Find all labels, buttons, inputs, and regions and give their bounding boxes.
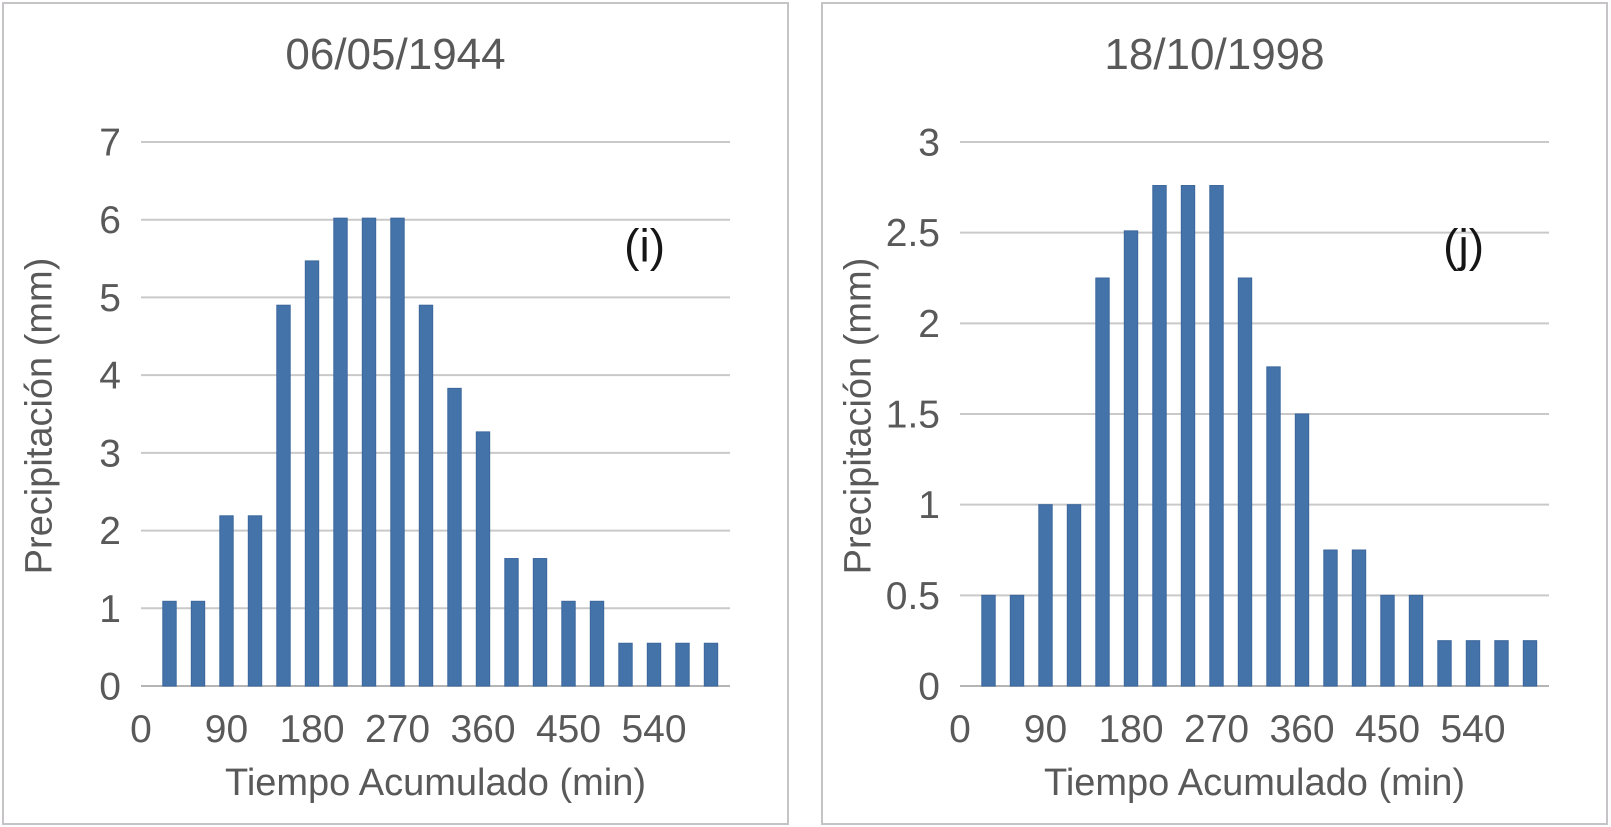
bar [1465, 640, 1481, 687]
y-tick-label: 1 [918, 484, 940, 527]
bar [1152, 185, 1167, 687]
bar [589, 600, 605, 687]
y-tick-label: 5 [99, 277, 121, 320]
bar [1266, 366, 1281, 687]
bar [1123, 230, 1139, 687]
bar [504, 558, 519, 687]
x-tick-label: 0 [130, 708, 152, 751]
chart-panel-right: 18/10/1998 Precipitación (mm) 0 0.5 1 1.5 2 2… [821, 2, 1608, 825]
x-tick-label: 270 [365, 708, 430, 751]
y-tick-label: 7 [99, 122, 121, 165]
y-tick-label: 4 [99, 355, 121, 398]
bar [703, 642, 719, 687]
bar [1209, 185, 1224, 687]
y-tick-label: 1 [99, 588, 121, 631]
bar [1323, 549, 1338, 687]
x-tick-label: 450 [536, 708, 601, 751]
bar [162, 600, 177, 687]
bar [1351, 549, 1367, 687]
x-tick-label: 90 [205, 708, 248, 751]
bar [1180, 185, 1196, 687]
y-tick-label: 0 [99, 666, 121, 709]
x-tick-label: 360 [1269, 708, 1334, 751]
annotation-label: (i) [624, 219, 665, 271]
y-tick-label: 3 [99, 432, 121, 475]
y-tick-label: 0.5 [886, 575, 940, 618]
annotation-label: (j) [1443, 219, 1484, 271]
bar [1494, 640, 1509, 687]
x-axis-title: Tiempo Acumulado (min) [225, 762, 646, 804]
bar [561, 600, 576, 687]
x-tick-label: 180 [1098, 708, 1163, 751]
y-tick-label: 2.5 [886, 212, 940, 255]
bar [532, 558, 548, 687]
x-tick-label: 90 [1024, 708, 1067, 751]
x-tick-label: 360 [450, 708, 515, 751]
bar [447, 387, 462, 687]
plot-area: 0 0.5 1 1.5 2 2.5 3 0 90 180 270 360 450 540 (j) [886, 122, 1549, 751]
bar [981, 594, 996, 687]
y-tick-label: 2 [99, 510, 121, 553]
x-tick-label: 540 [621, 708, 686, 751]
bar [1294, 413, 1310, 687]
chart-title: 18/10/1998 [1104, 30, 1325, 79]
chart-title: 06/05/1944 [285, 30, 506, 79]
bar [219, 515, 234, 687]
y-tick-label: 6 [99, 199, 121, 242]
bar [418, 304, 434, 687]
bar [618, 642, 633, 687]
bar [190, 600, 206, 687]
x-tick-label: 180 [279, 708, 344, 751]
x-tick-label: 540 [1440, 708, 1505, 751]
bar [1408, 594, 1424, 687]
bar [1237, 277, 1253, 687]
bar [475, 431, 491, 687]
bar [1009, 594, 1025, 687]
bar [304, 260, 320, 687]
bar [276, 304, 291, 687]
bar [646, 642, 662, 687]
x-axis-title: Tiempo Acumulado (min) [1044, 762, 1465, 804]
bar [1380, 594, 1395, 687]
x-tick-label: 270 [1184, 708, 1249, 751]
bar [675, 642, 690, 687]
bar [333, 217, 348, 687]
bar [247, 515, 263, 687]
plot-area: 0 1 2 3 4 5 6 7 0 90 180 270 360 450 540 (i) [99, 122, 730, 751]
bar [1038, 504, 1053, 687]
y-tick-label: 0 [918, 666, 940, 709]
y-tick-label: 1.5 [886, 394, 940, 437]
x-tick-label: 450 [1355, 708, 1420, 751]
bar [1066, 504, 1082, 687]
x-tick-label: 0 [949, 708, 971, 751]
bar [390, 217, 405, 687]
bar [1437, 640, 1452, 687]
bar [1095, 277, 1110, 687]
y-tick-label: 2 [918, 303, 940, 346]
bar [1522, 640, 1538, 687]
y-tick-label: 3 [918, 122, 940, 165]
bar [361, 217, 377, 687]
